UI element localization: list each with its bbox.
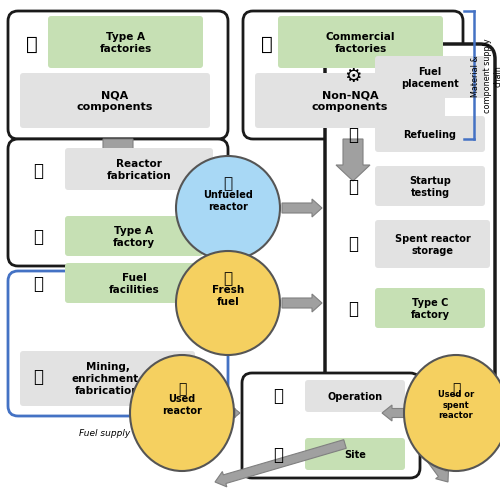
Text: NQA
components: NQA components (77, 90, 153, 112)
Text: Non-NQA
components: Non-NQA components (312, 90, 388, 112)
Text: Commercial
factories: Commercial factories (326, 32, 395, 54)
FancyBboxPatch shape (65, 149, 213, 191)
Ellipse shape (130, 355, 234, 471)
FancyBboxPatch shape (20, 351, 195, 406)
Text: 🚛: 🚛 (224, 176, 232, 191)
FancyBboxPatch shape (325, 45, 495, 444)
FancyBboxPatch shape (8, 140, 228, 266)
FancyArrow shape (282, 200, 322, 218)
FancyBboxPatch shape (242, 373, 420, 478)
FancyArrow shape (282, 294, 322, 312)
Text: 🔩: 🔩 (348, 299, 358, 317)
Ellipse shape (404, 355, 500, 471)
FancyArrow shape (382, 405, 404, 421)
FancyArrow shape (215, 440, 346, 487)
Text: 💾: 💾 (348, 235, 358, 252)
Text: ⚙: ⚙ (344, 67, 362, 86)
Text: Fuel supply chain: Fuel supply chain (78, 428, 158, 437)
Text: Unfueled
reactor: Unfueled reactor (203, 190, 253, 212)
FancyBboxPatch shape (48, 17, 203, 69)
Text: Operation: Operation (328, 391, 382, 401)
FancyBboxPatch shape (20, 74, 210, 129)
Text: Spent reactor
storage: Spent reactor storage (394, 234, 470, 256)
Text: Site: Site (344, 449, 366, 459)
Text: 🌱: 🌱 (273, 445, 283, 463)
Text: 🔧: 🔧 (33, 227, 43, 245)
Text: 📋: 📋 (348, 178, 358, 196)
Text: Fresh
fuel: Fresh fuel (212, 285, 244, 306)
Text: 🏺: 🏺 (33, 162, 43, 180)
Text: 🔄: 🔄 (348, 126, 358, 143)
FancyBboxPatch shape (305, 380, 405, 412)
Text: Startup
testing: Startup testing (409, 176, 451, 198)
Text: Mining,
enrichment,
fabrication: Mining, enrichment, fabrication (72, 362, 143, 396)
FancyBboxPatch shape (65, 217, 203, 257)
FancyArrow shape (230, 207, 252, 224)
Text: 🏗: 🏗 (33, 274, 43, 292)
Text: Refueling: Refueling (404, 130, 456, 140)
FancyBboxPatch shape (65, 264, 203, 304)
FancyBboxPatch shape (8, 12, 228, 140)
FancyArrow shape (95, 140, 141, 182)
Text: Material &
component supply
chain: Material & component supply chain (472, 39, 500, 113)
Text: Fuel
facilities: Fuel facilities (108, 272, 160, 294)
FancyBboxPatch shape (375, 167, 485, 206)
Text: Type C
factory: Type C factory (410, 297, 450, 319)
FancyArrow shape (416, 442, 448, 482)
FancyBboxPatch shape (375, 221, 490, 268)
Text: Reactor
fabrication: Reactor fabrication (106, 159, 172, 181)
FancyBboxPatch shape (278, 17, 443, 69)
Text: 🚛: 🚛 (224, 271, 232, 286)
Text: 🚛: 🚛 (178, 381, 186, 395)
FancyBboxPatch shape (375, 57, 485, 99)
FancyArrow shape (230, 302, 250, 319)
FancyBboxPatch shape (243, 12, 463, 140)
Text: 🏭: 🏭 (261, 35, 273, 53)
Text: 🏭: 🏭 (26, 35, 38, 53)
Text: Used or
spent
reactor: Used or spent reactor (438, 389, 474, 419)
Text: Type A
factories: Type A factories (100, 32, 152, 54)
Text: Used
reactor: Used reactor (162, 394, 202, 415)
Text: 🚛: 🚛 (452, 381, 460, 395)
Text: 🛢: 🛢 (33, 367, 43, 385)
FancyBboxPatch shape (375, 288, 485, 328)
FancyBboxPatch shape (305, 438, 405, 470)
FancyArrow shape (230, 206, 250, 224)
Text: 💡: 💡 (273, 386, 283, 404)
FancyArrow shape (230, 405, 240, 421)
Ellipse shape (176, 251, 280, 355)
Ellipse shape (176, 157, 280, 261)
FancyBboxPatch shape (375, 117, 485, 153)
FancyBboxPatch shape (255, 74, 445, 129)
Text: Fuel
placement: Fuel placement (401, 67, 459, 89)
FancyArrow shape (336, 140, 370, 182)
Text: Type A
factory: Type A factory (113, 225, 155, 247)
FancyBboxPatch shape (8, 271, 228, 416)
